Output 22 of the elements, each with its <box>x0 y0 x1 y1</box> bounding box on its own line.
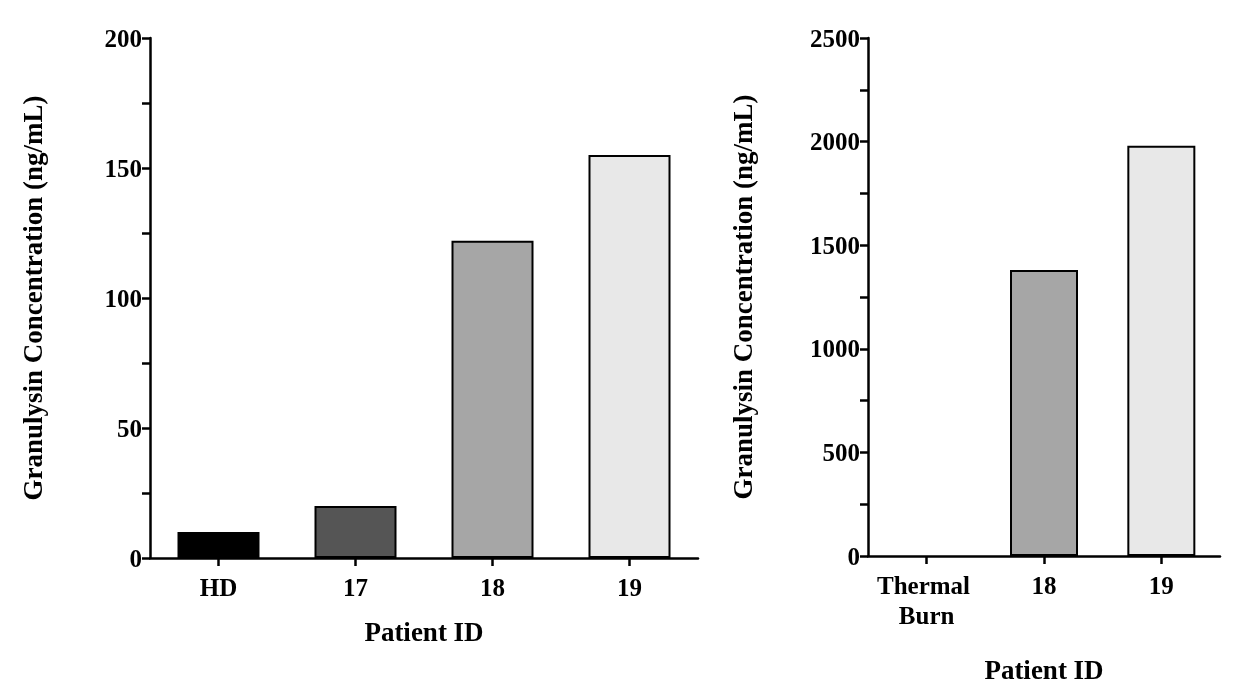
x-tick-label: 18 <box>1031 571 1057 599</box>
x-tick-label: Thermal Burn <box>877 571 977 629</box>
x-axis-title: Patient ID <box>364 616 484 647</box>
x-tick-label: 18 <box>480 573 505 601</box>
y-axis-title: Granulysin Concentration (ng/mL) <box>727 94 758 500</box>
y-tick-label: 0 <box>129 544 142 572</box>
y-tick-label: 50 <box>117 414 142 442</box>
y-tick-label: 100 <box>104 284 142 312</box>
x-tick-label: HD <box>199 573 238 601</box>
y-axis-title: Granulysin Concentration (ng/mL) <box>17 95 48 501</box>
y-tick-label: 200 <box>104 24 142 52</box>
y-tick-label: 1500 <box>810 231 860 259</box>
x-tick-label: 17 <box>343 573 368 601</box>
x-axis-title: Patient ID <box>984 654 1104 685</box>
y-tick-label: 500 <box>822 438 860 466</box>
y-tick-label: 2000 <box>810 128 860 156</box>
x-tick-label: 19 <box>1148 571 1174 599</box>
x-tick-label: 19 <box>617 573 642 601</box>
y-tick-label: 150 <box>104 154 142 182</box>
y-tick-label: 1000 <box>810 335 860 363</box>
y-tick-label: 2500 <box>810 24 860 52</box>
y-tick-label: 0 <box>847 542 860 570</box>
